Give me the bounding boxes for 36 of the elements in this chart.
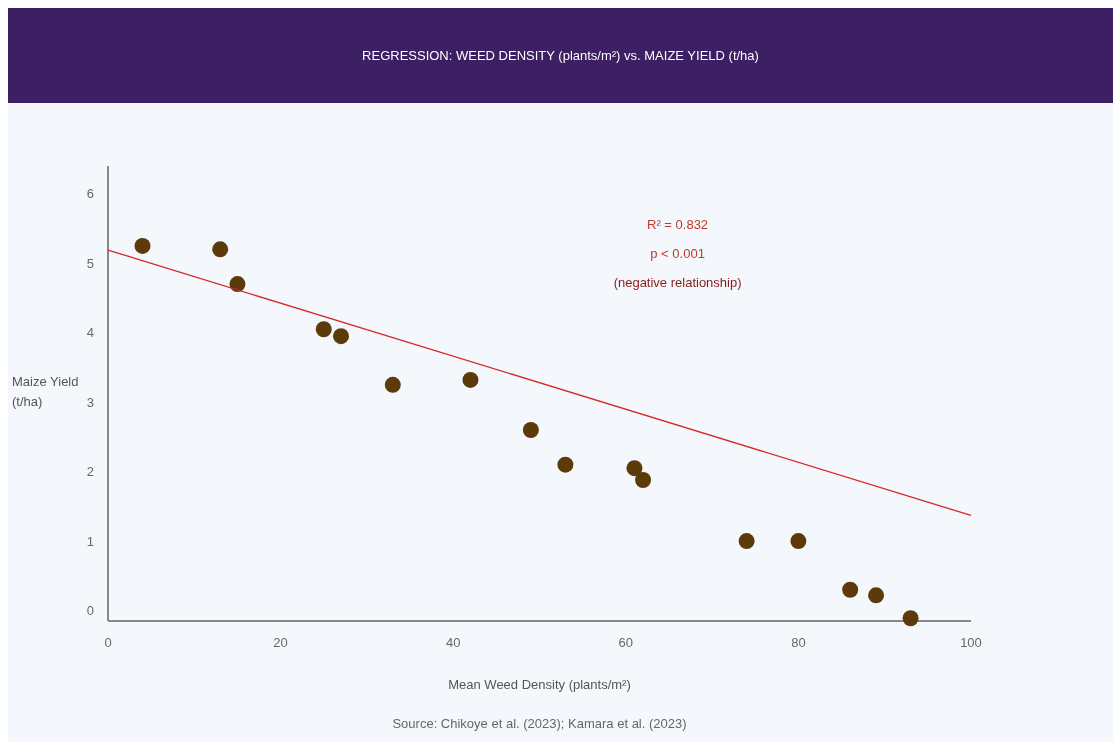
chart-title: REGRESSION: WEED DENSITY (plants/m²) vs. MAIZE YIELD (t/ha) <box>362 48 759 63</box>
point <box>738 533 755 550</box>
y-tick-label: 6 <box>86 186 94 202</box>
x-tick-label: 0 <box>104 635 112 650</box>
point <box>868 587 885 604</box>
x-tick-label: 100 <box>960 635 982 650</box>
point <box>384 376 401 393</box>
point <box>212 241 229 258</box>
point <box>790 533 807 550</box>
point <box>229 276 246 293</box>
point <box>462 371 479 388</box>
source-note: Source: Chikoye et al. (2023); Kamara et al. (2023) <box>392 716 687 731</box>
y-tick-label: 0 <box>86 603 94 619</box>
point <box>902 610 919 627</box>
y-tick-label: 1 <box>86 533 94 549</box>
annotation: R² = 0.832 <box>647 216 709 232</box>
y-axis-title: Maize Yield (t/ha) <box>12 373 79 409</box>
annotation: p < 0.001 <box>650 245 705 261</box>
point <box>333 328 350 345</box>
x-tick-label: 20 <box>273 635 288 650</box>
y-tick-label: 5 <box>86 255 94 271</box>
point <box>635 471 652 488</box>
y-tick-label: 4 <box>86 325 94 341</box>
x-tick-label: 40 <box>445 635 461 650</box>
point <box>315 321 332 338</box>
y-tick-label: 2 <box>86 464 94 480</box>
point <box>557 456 574 473</box>
x-axis-title: Mean Weed Density (plants/m²) <box>448 677 631 692</box>
x-tick-label: 80 <box>791 635 806 650</box>
point <box>626 460 643 477</box>
point <box>134 237 151 254</box>
annotation: (negative relationship) <box>613 274 742 290</box>
y-tick-label: 3 <box>86 394 94 410</box>
x-tick-label: 60 <box>618 635 634 650</box>
point <box>522 421 539 438</box>
point <box>842 581 859 598</box>
